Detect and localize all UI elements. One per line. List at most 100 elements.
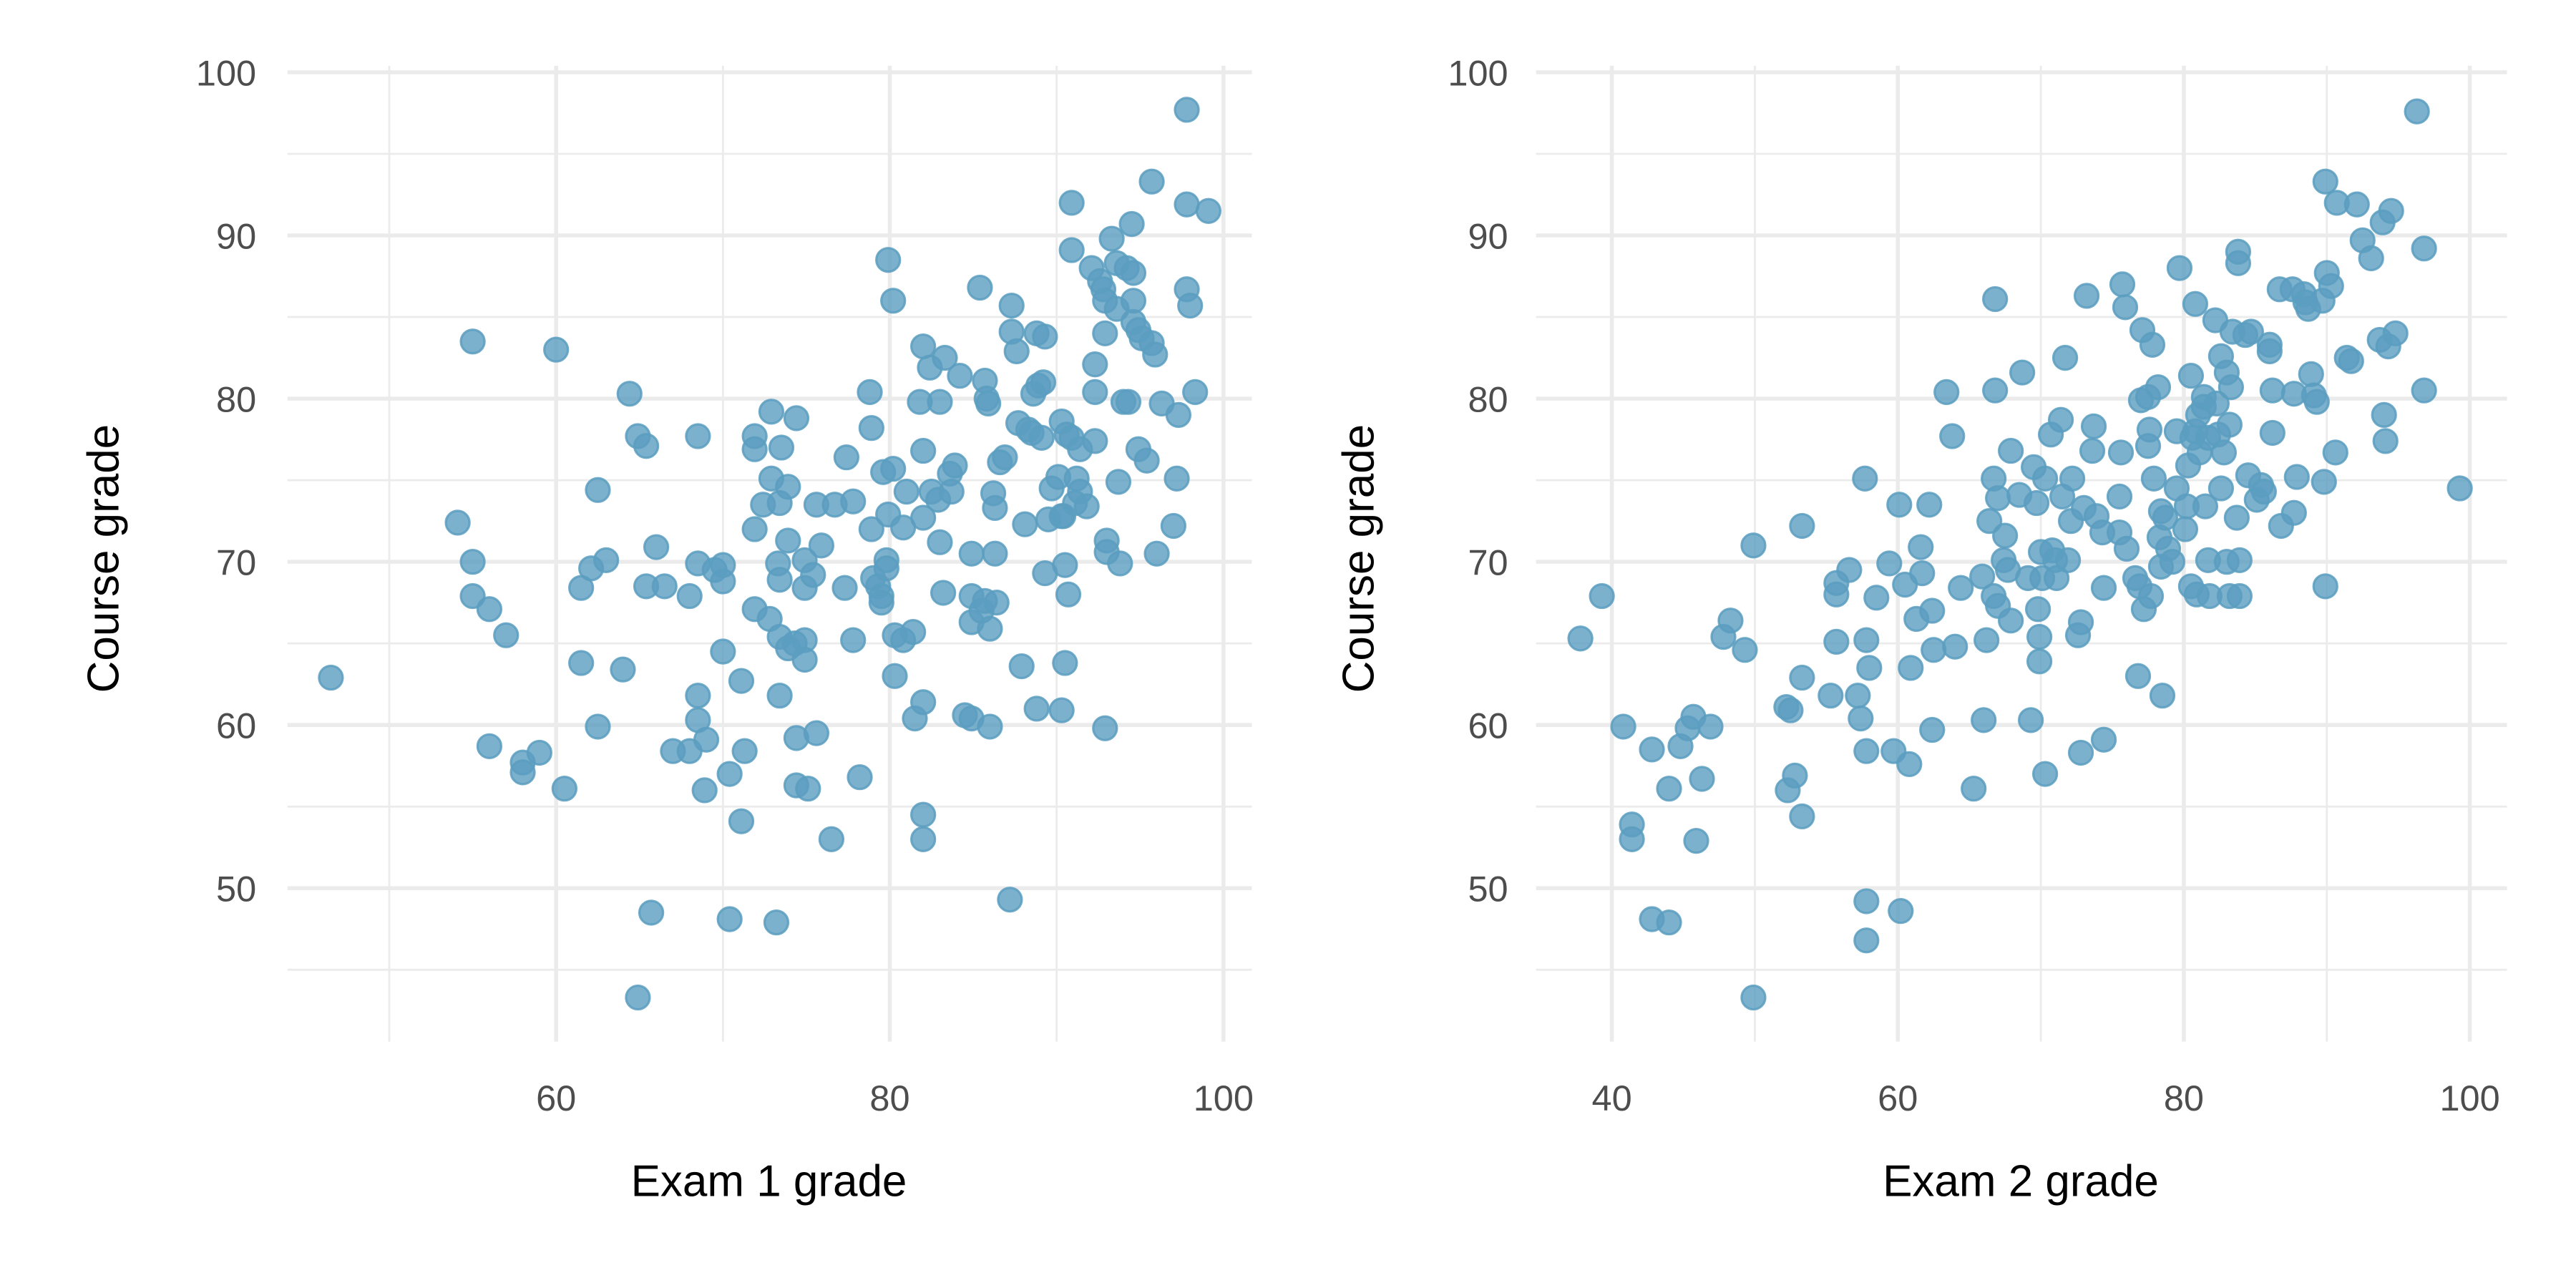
data-point (977, 615, 1003, 642)
data-point (858, 516, 885, 542)
data-point (983, 590, 1010, 616)
data-point (1836, 557, 1863, 583)
data-point (2226, 582, 2253, 610)
data-point (1683, 827, 1709, 854)
data-point (1142, 341, 1169, 368)
data-point (2311, 469, 2337, 495)
data-point (710, 552, 736, 578)
data-point (1182, 379, 1209, 406)
x-tick-label: 60 (536, 1078, 576, 1118)
data-point (2223, 504, 2250, 531)
data-point (1969, 563, 1996, 590)
data-point (938, 478, 965, 505)
data-point (1567, 625, 1594, 652)
data-point (775, 474, 801, 500)
data-point (833, 444, 860, 471)
data-point (1853, 927, 1880, 954)
data-point (1853, 738, 1880, 764)
data-point (2031, 761, 2059, 787)
y-tick-label: 50 (1468, 869, 1508, 909)
data-point (882, 663, 908, 689)
gridlines (1536, 65, 2507, 1042)
data-point (1789, 664, 1815, 691)
y-tick-label: 60 (1468, 706, 1508, 746)
data-point (2378, 197, 2404, 224)
data-point (2166, 255, 2193, 281)
data-point (1092, 320, 1118, 346)
data-point (992, 444, 1018, 471)
data-point (2177, 363, 2205, 389)
data-point (831, 575, 858, 601)
data-point (1138, 168, 1165, 195)
data-point (2312, 573, 2338, 600)
data-point (728, 808, 755, 834)
data-point (476, 733, 503, 759)
data-point (2136, 416, 2163, 443)
data-point (728, 668, 755, 694)
data-point (1028, 424, 1055, 451)
data-point (2009, 359, 2036, 386)
data-point (1098, 225, 1125, 252)
data-point (1073, 493, 1100, 519)
data-point (1163, 465, 1190, 492)
data-point (2312, 168, 2338, 195)
data-point (2149, 682, 2176, 709)
data-point (2113, 535, 2140, 562)
data-point (551, 775, 577, 802)
data-point (783, 405, 810, 431)
data-point (1195, 197, 1222, 224)
data-point (2106, 483, 2133, 510)
data-point (2280, 499, 2307, 526)
data-point (2238, 318, 2265, 345)
data-point (763, 909, 790, 936)
y-tick-label: 80 (216, 379, 256, 419)
data-point (685, 423, 711, 449)
data-point (947, 363, 973, 389)
data-point (2080, 413, 2107, 439)
data-point (741, 516, 768, 542)
data-point (2256, 338, 2283, 365)
data-point (1610, 713, 1636, 740)
data-point (1177, 292, 1204, 319)
data-point (1120, 260, 1147, 286)
data-point (1853, 627, 1880, 653)
data-point (997, 887, 1023, 913)
data-point (2182, 291, 2209, 317)
y-tick-label: 70 (1468, 542, 1508, 582)
data-point (910, 826, 937, 852)
data-point (2026, 648, 2053, 675)
data-point (1639, 736, 1665, 763)
y-tick-label: 60 (216, 706, 256, 746)
x-axis-title: Exam 2 grade (1883, 1156, 2159, 1206)
data-point (616, 381, 643, 407)
data-point (1818, 682, 1844, 709)
x-tick-label: 80 (2164, 1078, 2204, 1118)
data-point (1961, 775, 1987, 802)
data-point (2079, 437, 2106, 464)
data-point (1971, 707, 1997, 733)
x-tick-labels: 60 80 100 (536, 1078, 1254, 1118)
data-point (625, 984, 651, 1011)
data-point (741, 436, 768, 462)
data-point (958, 540, 985, 567)
data-point (1908, 534, 1934, 560)
data-point (585, 477, 611, 503)
data-point (1789, 803, 1815, 830)
data-point (1782, 762, 1808, 789)
data-point (1852, 465, 1878, 492)
data-point (1976, 507, 2003, 535)
data-point (2023, 489, 2050, 517)
data-point (1174, 191, 1200, 218)
data-point (2172, 516, 2199, 542)
data-point (766, 567, 793, 593)
data-point (2137, 582, 2165, 610)
data-point (2145, 374, 2172, 401)
data-point (1974, 627, 2000, 653)
data-point (2047, 406, 2074, 433)
data-point (1982, 286, 2009, 313)
data-point (1697, 713, 1724, 740)
y-tick-label: 100 (1448, 52, 1508, 93)
data-point (875, 247, 902, 273)
y-axis-title: Course grade (79, 424, 128, 693)
